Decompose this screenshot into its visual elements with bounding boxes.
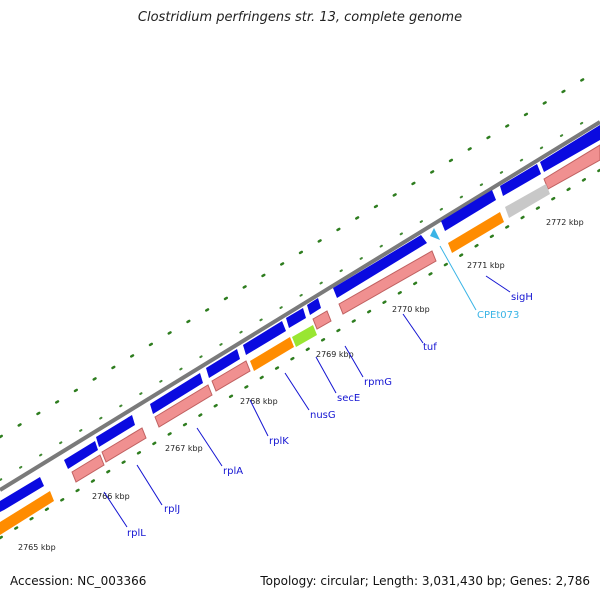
gene-label-rplJ[interactable]: rplJ	[164, 504, 180, 515]
cds-forward[interactable]	[206, 349, 240, 378]
gc-content-dots-outer	[0, 67, 600, 439]
tick-label: 2771 kbp	[467, 261, 505, 270]
gene-label-rpmG[interactable]: rpmG	[364, 377, 392, 388]
cds-forward[interactable]	[64, 441, 98, 469]
cds-reverse[interactable]	[71, 454, 105, 483]
cds-forward[interactable]	[500, 164, 541, 196]
cds-forward[interactable]	[540, 125, 600, 172]
gene-label-sigH[interactable]: sigH	[511, 292, 533, 303]
tick-label: 2766 kbp	[92, 492, 130, 501]
green-feature[interactable]	[292, 325, 317, 347]
tick-label: 2767 kbp	[165, 444, 203, 453]
cds-reverse[interactable]	[543, 144, 600, 190]
accession-text: Accession: NC_003366	[10, 574, 147, 588]
forward-strand-features	[0, 125, 600, 512]
gene-labels: rplL rplJ rplA rplK nusG secE rpmG tuf C…	[127, 292, 533, 539]
tick-label: 2768 kbp	[240, 397, 278, 406]
reverse-strand-features	[71, 144, 600, 483]
gene-label-secE[interactable]: secE	[337, 393, 360, 404]
gene-label-rplK[interactable]: rplK	[269, 436, 289, 447]
cds-forward[interactable]	[96, 415, 135, 447]
cds-forward[interactable]	[243, 321, 286, 355]
gray-feature[interactable]	[505, 184, 550, 218]
genome-backbone	[0, 120, 600, 492]
tick-label: 2765 kbp	[18, 543, 56, 552]
scale-ticks	[0, 168, 600, 540]
genome-summary-text: Topology: circular; Length: 3,031,430 bp…	[260, 574, 590, 588]
cds-forward[interactable]	[0, 477, 44, 512]
cds-reverse[interactable]	[154, 384, 213, 428]
tick-label: 2770 kbp	[392, 305, 430, 314]
gene-label-CPEt073[interactable]: CPEt073	[477, 310, 519, 321]
tick-label: 2772 kbp	[546, 218, 584, 227]
cog-features	[0, 212, 504, 535]
label-leaders	[103, 275, 511, 528]
cds-forward[interactable]	[333, 235, 427, 298]
gene-label-rplA[interactable]: rplA	[223, 466, 243, 477]
cds-reverse[interactable]	[338, 250, 437, 315]
gene-label-rplL[interactable]: rplL	[127, 528, 146, 539]
gene-label-tuf[interactable]: tuf	[423, 342, 437, 353]
tick-label: 2769 kbp	[316, 350, 354, 359]
cds-forward[interactable]	[286, 308, 306, 328]
kbp-labels: 2765 kbp 2766 kbp 2767 kbp 2768 kbp 2769…	[18, 218, 584, 552]
cog-feature[interactable]	[0, 491, 54, 535]
cds-forward[interactable]	[441, 190, 496, 231]
cds-reverse[interactable]	[312, 310, 332, 330]
cds-reverse[interactable]	[101, 427, 147, 463]
map-title: Clostridium perfringens str. 13, complet…	[137, 10, 463, 25]
cds-forward[interactable]	[150, 373, 203, 414]
gc-content-dots-inner	[0, 111, 600, 481]
gene-label-nusG[interactable]: nusG	[310, 410, 336, 421]
cds-reverse[interactable]	[211, 360, 251, 392]
cog-feature[interactable]	[250, 337, 294, 371]
cog-feature[interactable]	[448, 212, 504, 253]
trna-leader	[439, 245, 477, 311]
cds-forward[interactable]	[307, 298, 321, 315]
trna-feature[interactable]	[430, 228, 440, 240]
